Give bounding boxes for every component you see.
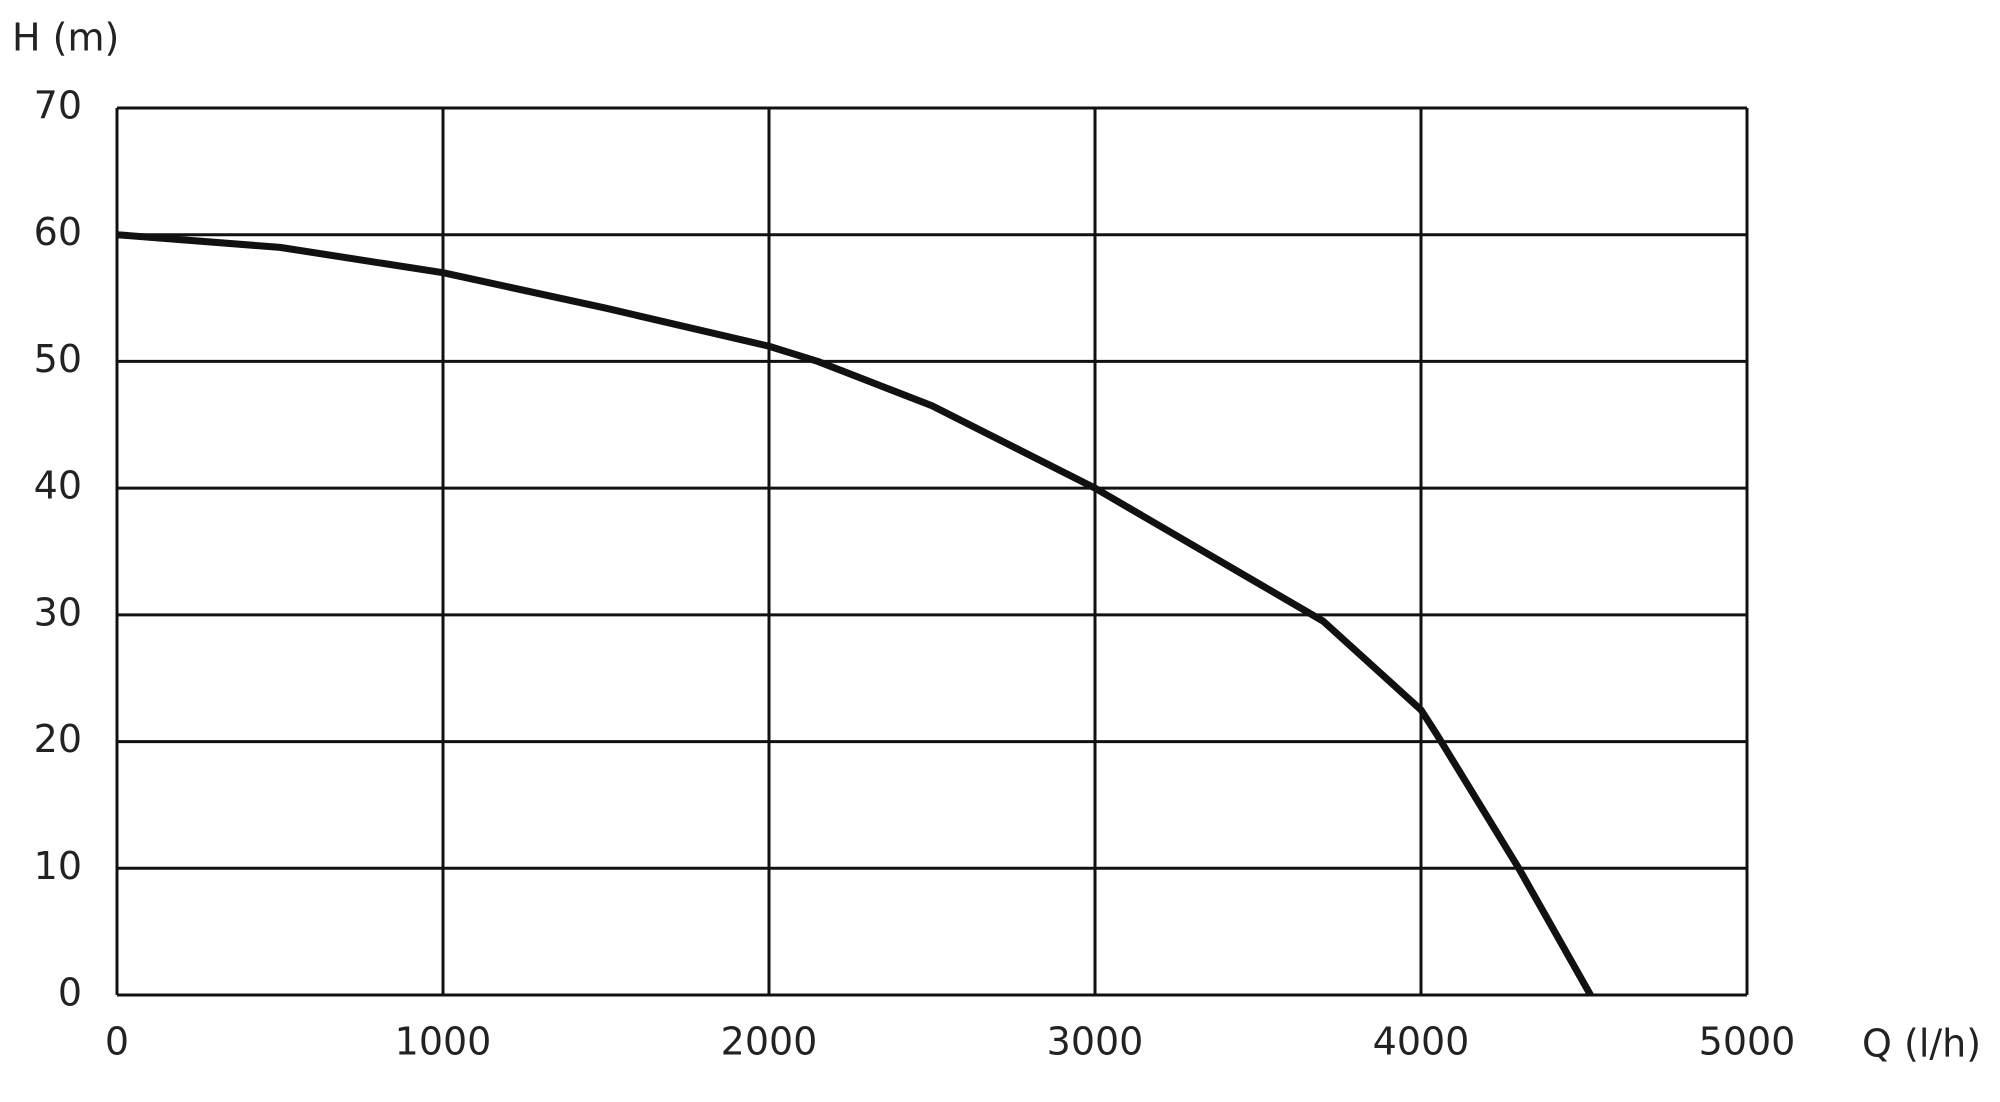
x-tick-label: 0 bbox=[105, 1020, 129, 1064]
line bbox=[116, 231, 1594, 997]
x-tick-label: 4000 bbox=[1373, 1020, 1470, 1064]
y-tick-label: 50 bbox=[34, 337, 82, 381]
x-tick-label: 2000 bbox=[721, 1020, 818, 1064]
y-tick-label: 70 bbox=[34, 84, 82, 128]
y-tick-label: 10 bbox=[34, 844, 82, 888]
y-tick-label: 60 bbox=[34, 210, 82, 254]
y-tick-label: 30 bbox=[34, 590, 82, 634]
x-axis-label: Q (l/h) bbox=[1862, 1022, 1981, 1066]
y-axis-label: H (m) bbox=[12, 16, 119, 60]
y-tick-label: 20 bbox=[34, 717, 82, 761]
y-tick-label: 0 bbox=[58, 971, 82, 1015]
y-tick-label: 40 bbox=[34, 464, 82, 508]
x-tick-label: 5000 bbox=[1699, 1020, 1796, 1064]
x-tick-label: 3000 bbox=[1047, 1020, 1144, 1064]
x-tick-label: 1000 bbox=[395, 1020, 492, 1064]
